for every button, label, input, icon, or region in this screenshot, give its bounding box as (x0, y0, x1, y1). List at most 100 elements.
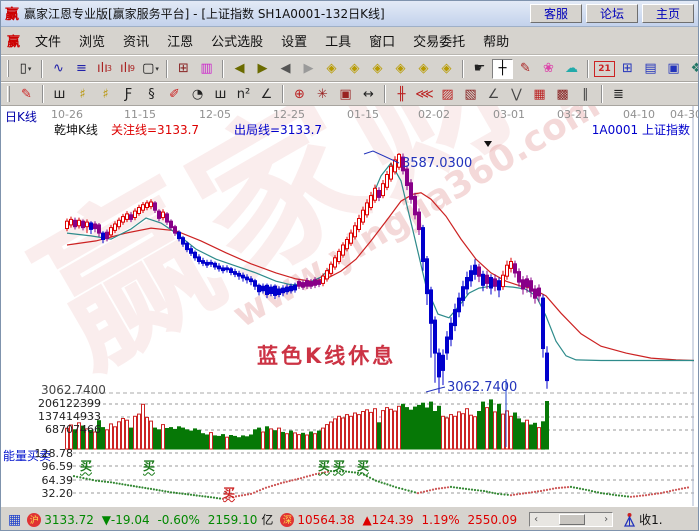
menu-item-browse[interactable]: 浏览 (79, 35, 106, 50)
gann-grid-icon[interactable]: ╫ (397, 86, 406, 102)
shenzhen-badge-icon: 深 (280, 512, 295, 527)
period-tab[interactable]: 日K线 (5, 110, 37, 124)
candle-body (513, 263, 517, 274)
menu-item-trade[interactable]: 交易委托 (413, 35, 466, 50)
fan-lines-icon[interactable]: ⋘ (415, 86, 434, 102)
energy-dot (347, 470, 351, 473)
toolbar-grip[interactable] (7, 59, 9, 78)
kline-style-button[interactable]: ▯ ▾ (19, 61, 32, 76)
grid-arrow-icon[interactable]: ▩ (556, 86, 569, 102)
customer-service-button[interactable]: 客服 (530, 4, 582, 23)
volume-scale-1: 206122399 (38, 397, 101, 410)
pencil-tool-icon[interactable]: ✎ (21, 86, 32, 102)
prev-bar-icon[interactable]: ◀ (280, 61, 291, 76)
notepad-icon[interactable]: ▤ (644, 61, 657, 76)
hand-tool-icon[interactable]: ☛ (473, 61, 486, 76)
target-circle-icon[interactable]: ⊕ (294, 86, 305, 102)
diamond-left-icon[interactable]: ◈ (326, 61, 337, 76)
gann-box-icon[interactable]: ▨ (441, 86, 454, 102)
quote-scrollbar[interactable]: ‹ › (529, 512, 614, 527)
n-square-icon[interactable]: n² (236, 86, 251, 102)
energy-dot (461, 487, 465, 490)
vee-lines-icon[interactable]: ⋁ (511, 86, 522, 102)
fibonacci-ruler-icon[interactable]: Ƒ (124, 86, 133, 102)
energy-dot (575, 486, 579, 490)
calculator-icon[interactable]: ⊞ (622, 61, 633, 76)
parallel-lines-icon[interactable]: ∥ (582, 86, 589, 102)
first-bar-icon[interactable]: ◀ (234, 61, 245, 76)
info-list-icon[interactable]: ≡ (76, 61, 87, 76)
diamond-hsplit-icon[interactable]: ◈ (372, 61, 383, 76)
diamond-expand-icon[interactable]: ◈ (441, 61, 452, 76)
menu-item-gann[interactable]: 江恩 (167, 35, 194, 50)
bar-ruler-icon[interactable]: ш (214, 86, 227, 102)
energy-dot (464, 487, 468, 490)
home-button[interactable]: 主页 (642, 4, 694, 23)
scrollbar-thumb[interactable] (559, 514, 586, 525)
energy-dot (602, 492, 606, 495)
cycle-clock-icon[interactable]: ◔ (191, 86, 204, 102)
volume-bar (537, 427, 541, 450)
flower-tool-icon[interactable]: ❀ (543, 61, 554, 76)
quote-grid-icon[interactable]: ▦ (8, 511, 22, 528)
energy-dot (425, 489, 429, 493)
menu-item-file[interactable]: 文件 (35, 35, 62, 50)
menu-item-news[interactable]: 资讯 (123, 35, 150, 50)
time-ruler-icon[interactable]: ш (53, 86, 66, 102)
crosshair-tool-icon[interactable]: ┼ (492, 58, 513, 79)
menu-item-formula-stock-pick[interactable]: 公式选股 (211, 35, 264, 50)
volume-bar (541, 421, 545, 450)
diamond-cross-icon[interactable]: ◈ (418, 61, 429, 76)
last-bar-icon[interactable]: ▶ (257, 61, 268, 76)
dense-grid-icon[interactable]: ▦ (533, 86, 546, 102)
grid-square-icon[interactable]: ▣ (339, 86, 352, 102)
network-icon[interactable]: ❖ (686, 59, 698, 79)
scrollbar-track[interactable] (542, 513, 600, 526)
pattern-select-icon[interactable]: ∿ (53, 61, 64, 76)
energy-dot (572, 486, 576, 489)
menu-item-window[interactable]: 窗口 (369, 35, 396, 50)
gold-grid2-icon[interactable]: ♯ (102, 86, 109, 102)
kline-chart-canvas[interactable]: 3587.0300 3062.7400 (1, 106, 699, 506)
menu-item-settings[interactable]: 设置 (281, 35, 308, 50)
hollow-candle-button[interactable]: ▢ ▾ (142, 61, 159, 76)
draw-line-tool-icon[interactable]: ✎ (520, 61, 531, 76)
chart-region[interactable]: 赢家财富 www.yingjia360.com QQ:100801360 358… (1, 106, 699, 506)
diamond-right-icon[interactable]: ◈ (349, 61, 360, 76)
cloud-tool-icon[interactable]: ☁ (565, 61, 578, 76)
minute-9-chart-icon[interactable]: ılı 9 (120, 61, 135, 76)
quote-board-icon[interactable]: ⊞ (178, 61, 189, 76)
energy-dot (506, 493, 509, 496)
candle-body (333, 257, 337, 268)
menu-item-help[interactable]: 帮助 (483, 35, 510, 50)
gold-grid-icon[interactable]: ♯ (79, 86, 86, 102)
spiral-icon[interactable]: § (148, 86, 155, 102)
candle-body (321, 275, 325, 284)
volume-bar (225, 436, 229, 450)
trend-angle-icon[interactable]: ∠ (487, 86, 500, 102)
toolbar-grip[interactable] (7, 86, 10, 102)
energy-dot (317, 472, 321, 475)
diamond-x-icon[interactable]: ◈ (395, 61, 406, 76)
starburst-icon[interactable]: ✳ (317, 86, 328, 102)
angle-pencil-icon[interactable]: ✐ (169, 86, 180, 102)
next-bar-icon[interactable]: ▶ (303, 61, 314, 76)
save-icon[interactable]: ▣ (667, 61, 680, 76)
candle-body (357, 218, 361, 230)
toolbar-separator (166, 59, 168, 78)
calendar-icon[interactable]: 21 (594, 60, 615, 77)
energy-dot (106, 480, 110, 484)
scroll-right-icon[interactable]: › (604, 514, 609, 525)
minute-3-chart-icon[interactable]: ılı 3 (97, 61, 112, 76)
protractor-icon[interactable]: ∠ (260, 86, 273, 102)
color-histogram-icon[interactable]: ▥ (200, 61, 213, 76)
width-measure-icon[interactable]: ↔ (363, 86, 374, 102)
volume-bar (149, 420, 153, 450)
forum-button[interactable]: 论坛 (586, 4, 638, 23)
scroll-left-icon[interactable]: ‹ (534, 514, 539, 525)
panel-layout-icon[interactable]: ≣ (613, 86, 624, 102)
menu-item-tools[interactable]: 工具 (325, 35, 352, 50)
candle-body (165, 213, 169, 223)
gann-square-icon[interactable]: ▧ (464, 86, 477, 102)
candle-body (157, 210, 161, 219)
